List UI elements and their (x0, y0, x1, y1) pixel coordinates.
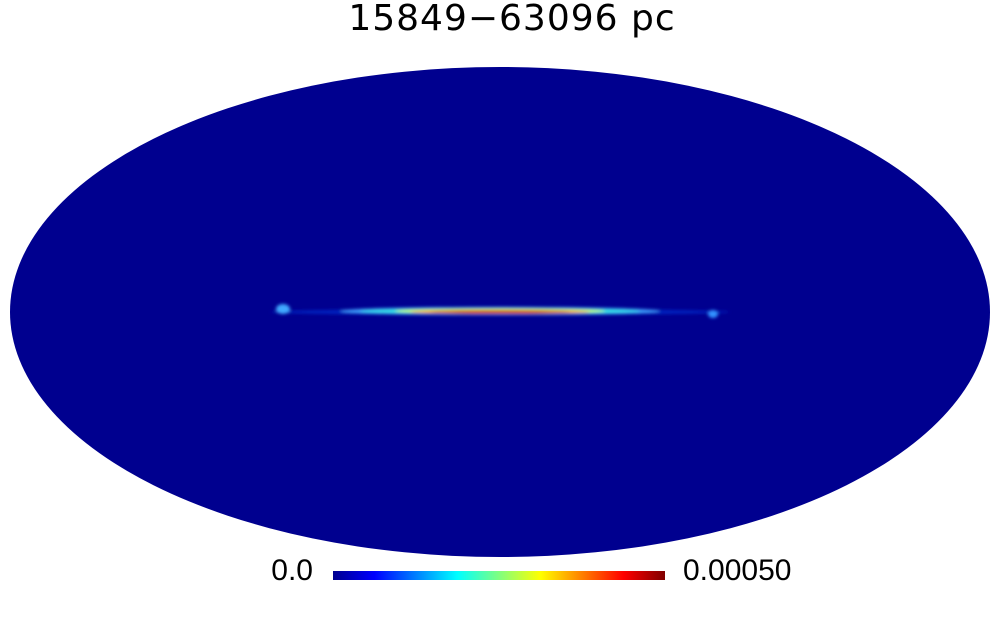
galactic-plane (270, 304, 730, 318)
colorbar-min-label: 0.0 (271, 554, 313, 587)
colorbar (333, 571, 665, 580)
map-title: 15849−63096 pc (348, 0, 675, 39)
colorbar-max-label: 0.00050 (683, 554, 791, 587)
